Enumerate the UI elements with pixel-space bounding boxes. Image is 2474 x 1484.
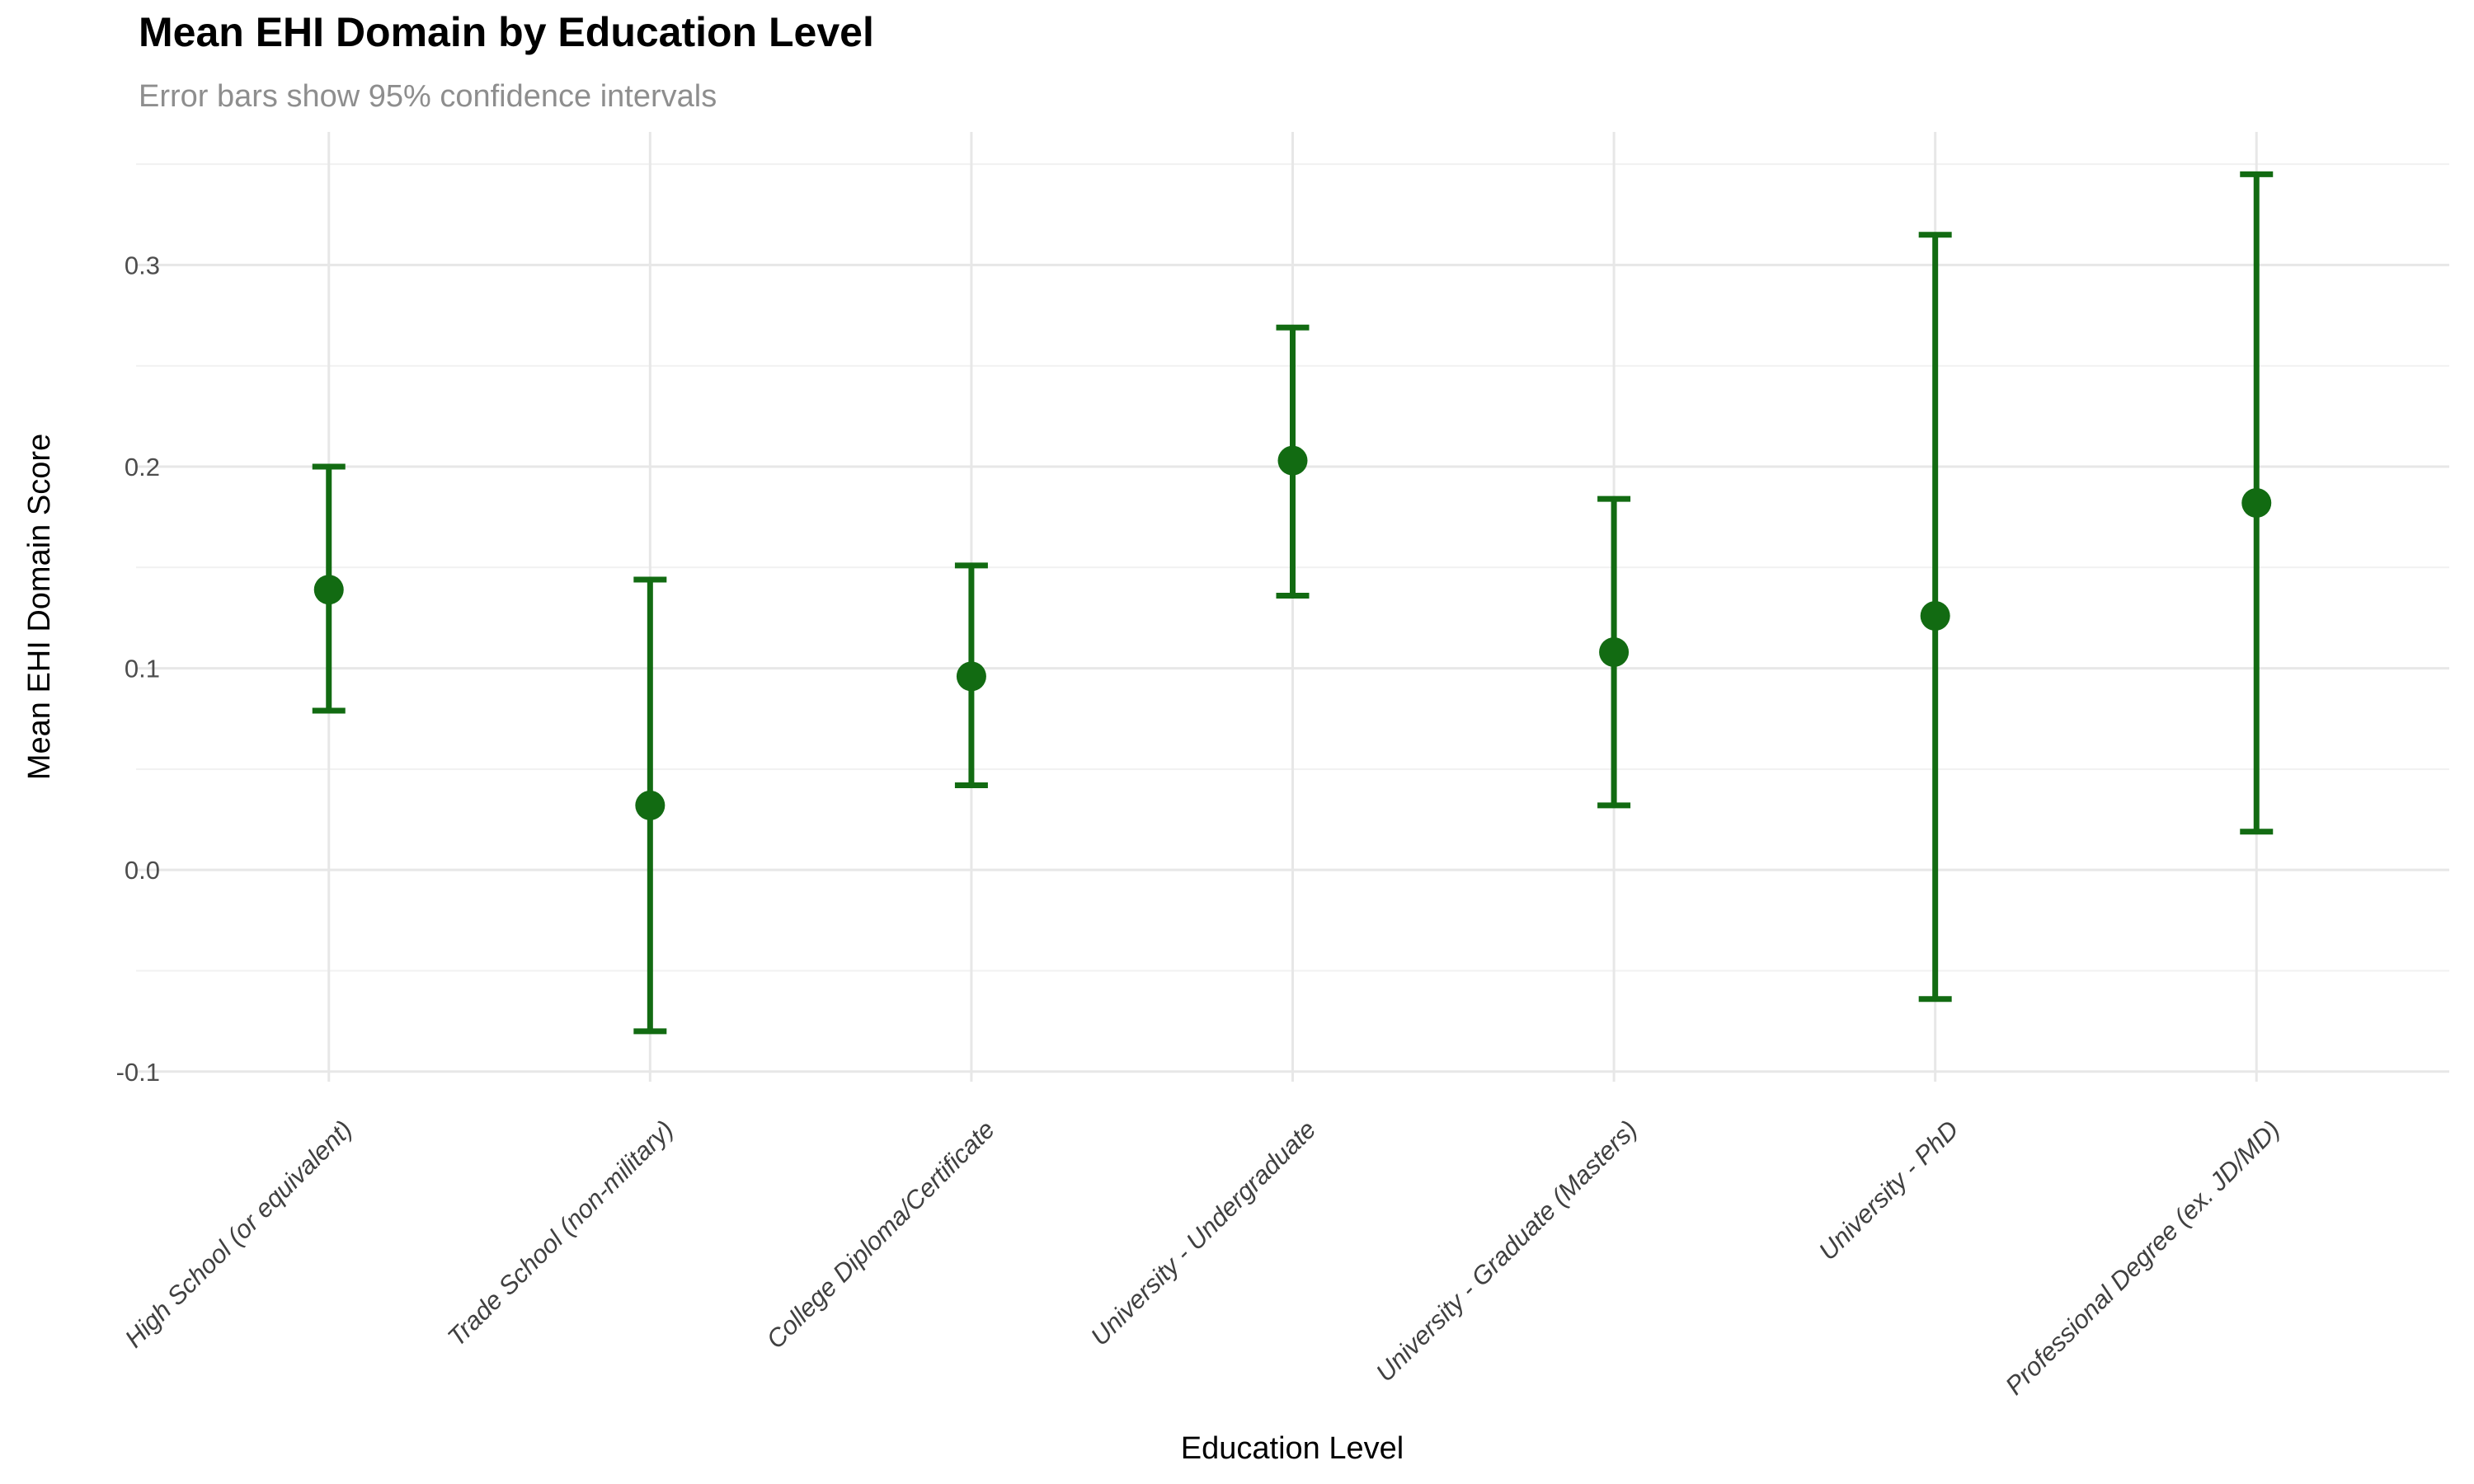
y-tick-label: 0.3: [125, 251, 160, 279]
chart-title: Mean EHI Domain by Education Level: [139, 9, 874, 55]
error-bar-group: [2240, 171, 2274, 835]
x-tick-label: High School (or equivalent): [120, 1115, 358, 1353]
point-marker: [2241, 488, 2272, 519]
point-marker: [635, 790, 666, 820]
x-tick-label: College Diploma/Certificate: [761, 1115, 1000, 1354]
y-tick-label: 0.1: [125, 655, 160, 683]
error-bar-group: [954, 562, 988, 788]
x-tick-label: Professional Degree (ex. JD/MD): [2000, 1115, 2285, 1400]
y-axis-title: Mean EHI Domain Score: [22, 433, 57, 781]
point-marker: [313, 575, 344, 605]
error-bar-group: [1276, 324, 1310, 599]
point-marker: [1277, 445, 1308, 476]
y-tick-label: -0.1: [116, 1058, 160, 1087]
x-tick-label: University - Graduate (Masters): [1371, 1115, 1643, 1387]
point-marker: [1599, 637, 1630, 668]
y-tick-label: 0.2: [125, 453, 160, 481]
chart-subtitle: Error bars show 95% confidence intervals: [139, 79, 717, 114]
x-tick-label: University - PhD: [1813, 1115, 1964, 1266]
y-tick-label: 0.0: [125, 856, 160, 885]
point-marker: [1920, 601, 1950, 632]
x-tick-label: University - Undergraduate: [1085, 1115, 1322, 1351]
error-bar-group: [312, 463, 346, 714]
error-bar-group: [633, 576, 667, 1035]
x-axis-title: Education Level: [1180, 1431, 1404, 1466]
error-bar-group: [1597, 495, 1631, 809]
point-marker: [956, 661, 986, 692]
error-bar-group: [1918, 232, 1952, 1003]
x-tick-label: Trade School (non-military): [442, 1115, 679, 1351]
